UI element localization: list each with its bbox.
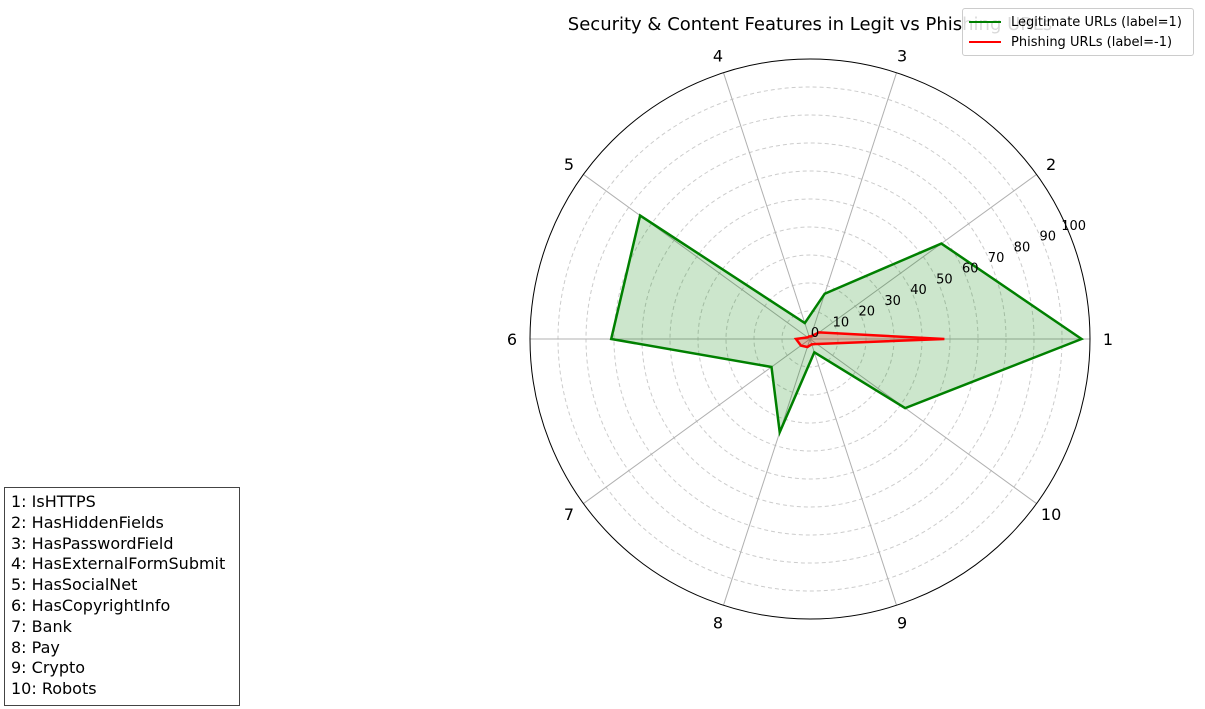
grid-spoke [809, 174, 1037, 340]
grid-spoke [722, 338, 811, 606]
axis-label: 2 [1046, 155, 1056, 174]
legend: Legitimate URLs (label=1) Phishing URLs … [962, 8, 1194, 56]
axis-label: 4 [713, 47, 723, 66]
feature-key-box: 1: IsHTTPS 2: HasHiddenFields 3: HasPass… [4, 487, 240, 706]
outer-frame [529, 58, 1091, 620]
feature-key-line: 3: HasPasswordField [11, 533, 174, 553]
grid-spoke [809, 338, 1037, 504]
radial-tick-label: 70 [988, 251, 1005, 266]
radial-tick-label: 90 [1040, 230, 1057, 245]
feature-key-line: 5: HasSocialNet [11, 575, 138, 595]
feature-key-line: 6: HasCopyrightInfo [11, 595, 171, 615]
feature-key-line: 1: IsHTTPS [11, 492, 96, 511]
series-line-legitimate [609, 213, 1085, 437]
radial-tick-label: 0 [811, 326, 819, 341]
legend-item-legitimate: Legitimate URLs (label=1) [969, 12, 1182, 32]
legend-label-legitimate: Legitimate URLs (label=1) [1011, 14, 1182, 30]
series-layer [609, 213, 1085, 437]
legend-item-phishing: Phishing URLs (label=-1) [969, 32, 1172, 52]
feature-key-line: 7: Bank [11, 616, 72, 636]
series-area-legitimate [611, 215, 1082, 433]
axis-label: 7 [564, 505, 574, 524]
feature-key-line: 2: HasHiddenFields [11, 512, 164, 532]
radial-tick-label: 40 [910, 283, 927, 298]
feature-key-line: 9: Crypto [11, 658, 86, 678]
radial-tick-label: 10 [833, 315, 850, 330]
grid-spoke [583, 174, 811, 340]
radial-tick-label: 30 [884, 294, 901, 309]
feature-key-line: 8: Pay [11, 637, 60, 657]
grid-spoke [809, 338, 898, 606]
series-area-phishing [796, 332, 945, 347]
radial-grid [529, 58, 1091, 620]
axis-label: 3 [897, 47, 907, 66]
legend-label-phishing: Phishing URLs (label=-1) [1011, 34, 1173, 50]
axis-labels: 0 10 20 30 40 50 60 70 80 90 100 1 2 3 4 5 6 7 8 9 10 [507, 47, 1113, 633]
radial-tick-label: 100 [1061, 219, 1086, 234]
grid-spoke [722, 72, 811, 340]
legend-swatch-legitimate [969, 21, 1001, 23]
radial-tick-label: 80 [1014, 240, 1031, 255]
axis-label: 1 [1103, 330, 1113, 349]
axis-label: 10 [1041, 505, 1061, 524]
radial-tick-label: 20 [858, 305, 875, 320]
chart-title: Security & Content Features in Legit vs … [568, 14, 1052, 35]
axis-label: 6 [507, 330, 517, 349]
axis-label: 9 [897, 613, 907, 632]
feature-key-line: 4: HasExternalFormSubmit [11, 554, 226, 574]
axis-label: 8 [713, 613, 723, 632]
feature-key-line: 10: Robots [11, 679, 97, 699]
legend-swatch-phishing [969, 41, 1001, 43]
axis-label: 5 [564, 155, 574, 174]
series-line-phishing [793, 331, 945, 349]
radial-tick-label: 60 [962, 262, 979, 277]
radial-tick-label: 50 [936, 272, 953, 287]
